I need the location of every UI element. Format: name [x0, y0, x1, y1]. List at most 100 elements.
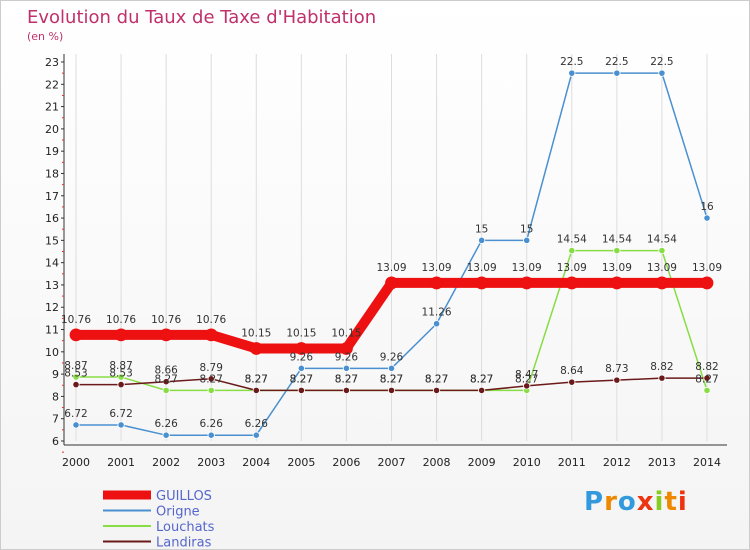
data-label-guillos-2002: 10.76: [151, 314, 181, 326]
data-label-origne-2007: 9.26: [380, 351, 404, 363]
data-label-louchats-2011: 14.54: [557, 234, 587, 246]
point-guillos-2004: [249, 342, 263, 355]
point-guillos-2011: [565, 276, 579, 290]
point-landiras-2011: [568, 378, 576, 386]
point-guillos-2009: [475, 276, 489, 290]
data-label-guillos-2005: 10.15: [286, 327, 316, 339]
x-tick-label-2013: 2013: [648, 456, 676, 469]
point-guillos-2000: [69, 328, 83, 342]
point-landiras-2002: [162, 378, 170, 386]
data-label-landiras-2010: 8.47: [515, 369, 538, 381]
data-label-landiras-2002: 8.66: [154, 365, 178, 377]
point-landiras-2001: [117, 380, 125, 389]
point-origne-2014: [703, 214, 711, 222]
data-label-origne-2014: 16: [700, 201, 714, 213]
data-label-landiras-2011: 8.64: [560, 365, 584, 377]
point-landiras-2010: [523, 382, 531, 390]
data-label-louchats-2000: 8.87: [64, 360, 87, 372]
legend-label-guillos: GUILLOS: [156, 489, 212, 504]
y-tick-label-22: 22: [45, 78, 59, 91]
point-louchats-2003: [207, 386, 215, 394]
point-guillos-2007: [385, 276, 398, 290]
y-tick-label-17: 17: [45, 190, 59, 203]
data-label-louchats-2012: 14.54: [602, 234, 632, 246]
y-tick-label-8: 8: [52, 390, 59, 403]
point-landiras-2014: [703, 374, 711, 382]
legend-label-louchats: Louchats: [156, 520, 215, 535]
point-guillos-2001: [114, 328, 128, 342]
point-landiras-2007: [387, 386, 396, 394]
data-label-landiras-2006: 8.27: [335, 373, 358, 385]
data-label-guillos-2004: 10.15: [241, 327, 271, 339]
point-origne-2000: [72, 421, 80, 429]
point-origne-2002: [162, 431, 170, 439]
x-tick-label-2005: 2005: [287, 456, 315, 469]
x-tick-label-2003: 2003: [197, 456, 225, 469]
data-label-louchats-2013: 14.54: [647, 234, 677, 246]
y-tick-label-12: 12: [45, 301, 59, 314]
point-origne-2006: [342, 364, 351, 372]
data-label-louchats-2005: 8.27: [290, 373, 313, 385]
data-label-louchats-2008: 8.27: [425, 373, 448, 385]
x-tick-label-2009: 2009: [468, 456, 496, 469]
x-tick-label-2006: 2006: [332, 456, 360, 469]
data-label-guillos-2014: 13.09: [692, 262, 722, 274]
data-label-origne-2010: 15: [520, 223, 533, 235]
data-label-louchats-2004: 8.27: [245, 373, 268, 385]
data-label-origne-2001: 6.72: [109, 408, 132, 420]
point-guillos-2008: [430, 276, 443, 290]
point-origne-2010: [523, 236, 531, 244]
data-label-guillos-2012: 13.09: [602, 262, 632, 274]
data-label-origne-2008: 11.26: [422, 307, 452, 319]
point-origne-2012: [613, 69, 621, 77]
point-guillos-2002: [159, 328, 173, 342]
data-label-louchats-2002: 8.27: [154, 373, 177, 385]
point-louchats-2000: [72, 373, 80, 381]
point-origne-2013: [658, 69, 666, 77]
data-label-landiras-2007: 8.27: [380, 373, 403, 385]
point-louchats-2011: [568, 247, 576, 255]
point-louchats-2002: [162, 386, 170, 394]
data-label-landiras-2003: 8.79: [200, 362, 223, 374]
x-tick-label-2011: 2011: [558, 456, 586, 469]
point-louchats-2001: [117, 373, 125, 381]
data-label-louchats-2006: 8.27: [335, 373, 358, 385]
point-landiras-2008: [432, 386, 441, 394]
point-louchats-2012: [613, 247, 621, 255]
point-origne-2001: [117, 421, 125, 429]
point-louchats-2013: [658, 247, 666, 255]
x-tick-label-2002: 2002: [152, 456, 180, 469]
legend-label-origne: Origne: [156, 505, 200, 520]
point-guillos-2003: [204, 328, 218, 342]
data-label-guillos-2011: 13.09: [557, 262, 587, 274]
point-guillos-2014: [700, 276, 714, 290]
x-tick-label-2000: 2000: [62, 456, 90, 469]
data-label-guillos-2010: 13.09: [512, 262, 542, 274]
y-tick-label-20: 20: [45, 123, 59, 136]
y-tick-label-21: 21: [45, 101, 59, 114]
data-label-landiras-2008: 8.27: [425, 373, 448, 385]
data-label-origne-2003: 6.26: [200, 418, 224, 430]
data-label-louchats-2003: 8.27: [200, 373, 223, 385]
data-label-guillos-2013: 13.09: [647, 262, 677, 274]
point-guillos-2006: [340, 342, 353, 355]
data-label-louchats-2014: 8.27: [695, 373, 718, 385]
brand-logo: Proxiti: [584, 487, 688, 517]
x-tick-label-2014: 2014: [693, 456, 721, 469]
point-origne-2009: [478, 236, 486, 244]
y-tick-label-14: 14: [45, 257, 59, 270]
y-tick-label-16: 16: [45, 212, 59, 225]
data-label-guillos-2000: 10.76: [61, 314, 91, 326]
data-label-guillos-2009: 13.09: [467, 262, 497, 274]
data-label-origne-2006: 9.26: [335, 351, 359, 363]
y-tick-label-19: 19: [45, 145, 59, 158]
point-origne-2005: [297, 364, 305, 372]
data-label-origne-2004: 6.26: [245, 418, 269, 430]
data-label-landiras-2004: 8.27: [245, 373, 268, 385]
x-tick-label-2004: 2004: [242, 456, 270, 469]
data-label-landiras-2001: 8.53: [109, 368, 132, 380]
point-landiras-2004: [252, 386, 260, 394]
data-label-guillos-2001: 10.76: [106, 314, 136, 326]
data-label-landiras-2000: 8.53: [64, 368, 87, 380]
